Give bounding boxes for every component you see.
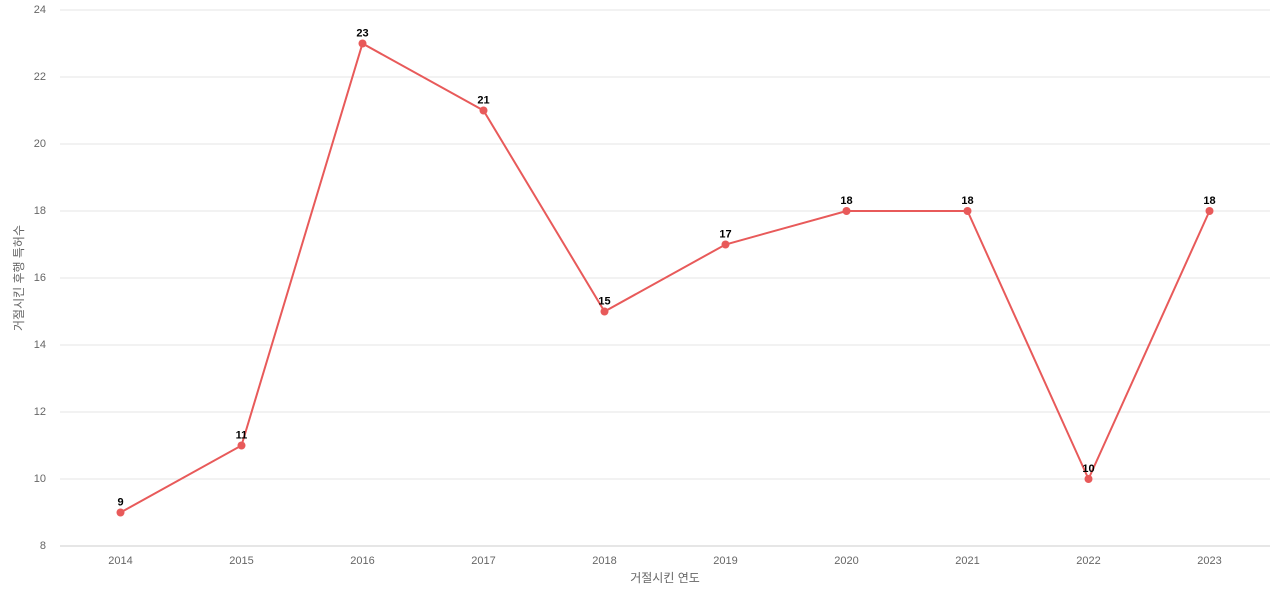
data-label: 10 xyxy=(1082,463,1094,475)
x-tick-label: 2019 xyxy=(713,555,737,567)
x-tick-label: 2014 xyxy=(108,555,132,567)
x-tick-label: 2022 xyxy=(1076,555,1100,567)
point xyxy=(963,207,972,215)
y-tick-label: 24 xyxy=(34,4,46,16)
y-tick-label: 16 xyxy=(34,272,46,284)
data-label: 21 xyxy=(477,94,489,106)
data-label: 15 xyxy=(598,295,610,307)
y-tick-label: 22 xyxy=(34,71,46,83)
y-axis-title: 거절시킨 후행 특허수 xyxy=(11,225,26,331)
y-tick-label: 14 xyxy=(34,339,46,351)
point xyxy=(358,39,367,48)
point xyxy=(1084,475,1093,483)
point xyxy=(721,240,730,249)
point xyxy=(237,441,246,450)
x-tick-label: 2017 xyxy=(471,555,495,567)
x-tick-label: 2016 xyxy=(350,555,374,567)
line xyxy=(120,42,1211,514)
point xyxy=(479,106,488,115)
data-label: 9 xyxy=(117,496,123,508)
x-tick-label: 2020 xyxy=(834,555,858,567)
x-axis-title: 거절시킨 연도 xyxy=(630,571,700,585)
y-tick-label: 8 xyxy=(40,540,46,552)
data-label: 17 xyxy=(719,228,731,240)
y-tick-label: 20 xyxy=(34,138,46,150)
y-tick-label: 12 xyxy=(34,406,46,418)
x-tick-label: 2015 xyxy=(229,555,253,567)
data-label: 23 xyxy=(356,27,368,39)
data-label: 18 xyxy=(961,195,973,207)
point xyxy=(842,207,851,215)
data-label: 18 xyxy=(840,195,852,207)
x-tick-label: 2023 xyxy=(1197,555,1221,567)
point xyxy=(1205,207,1214,215)
point xyxy=(600,307,609,316)
x-tick-label: 2021 xyxy=(955,555,979,567)
data-label: 18 xyxy=(1203,195,1215,207)
y-tick-label: 10 xyxy=(34,473,46,485)
point xyxy=(116,508,125,517)
x-tick-label: 2018 xyxy=(592,555,616,567)
y-tick-label: 18 xyxy=(34,205,46,217)
data-label: 11 xyxy=(236,429,248,441)
